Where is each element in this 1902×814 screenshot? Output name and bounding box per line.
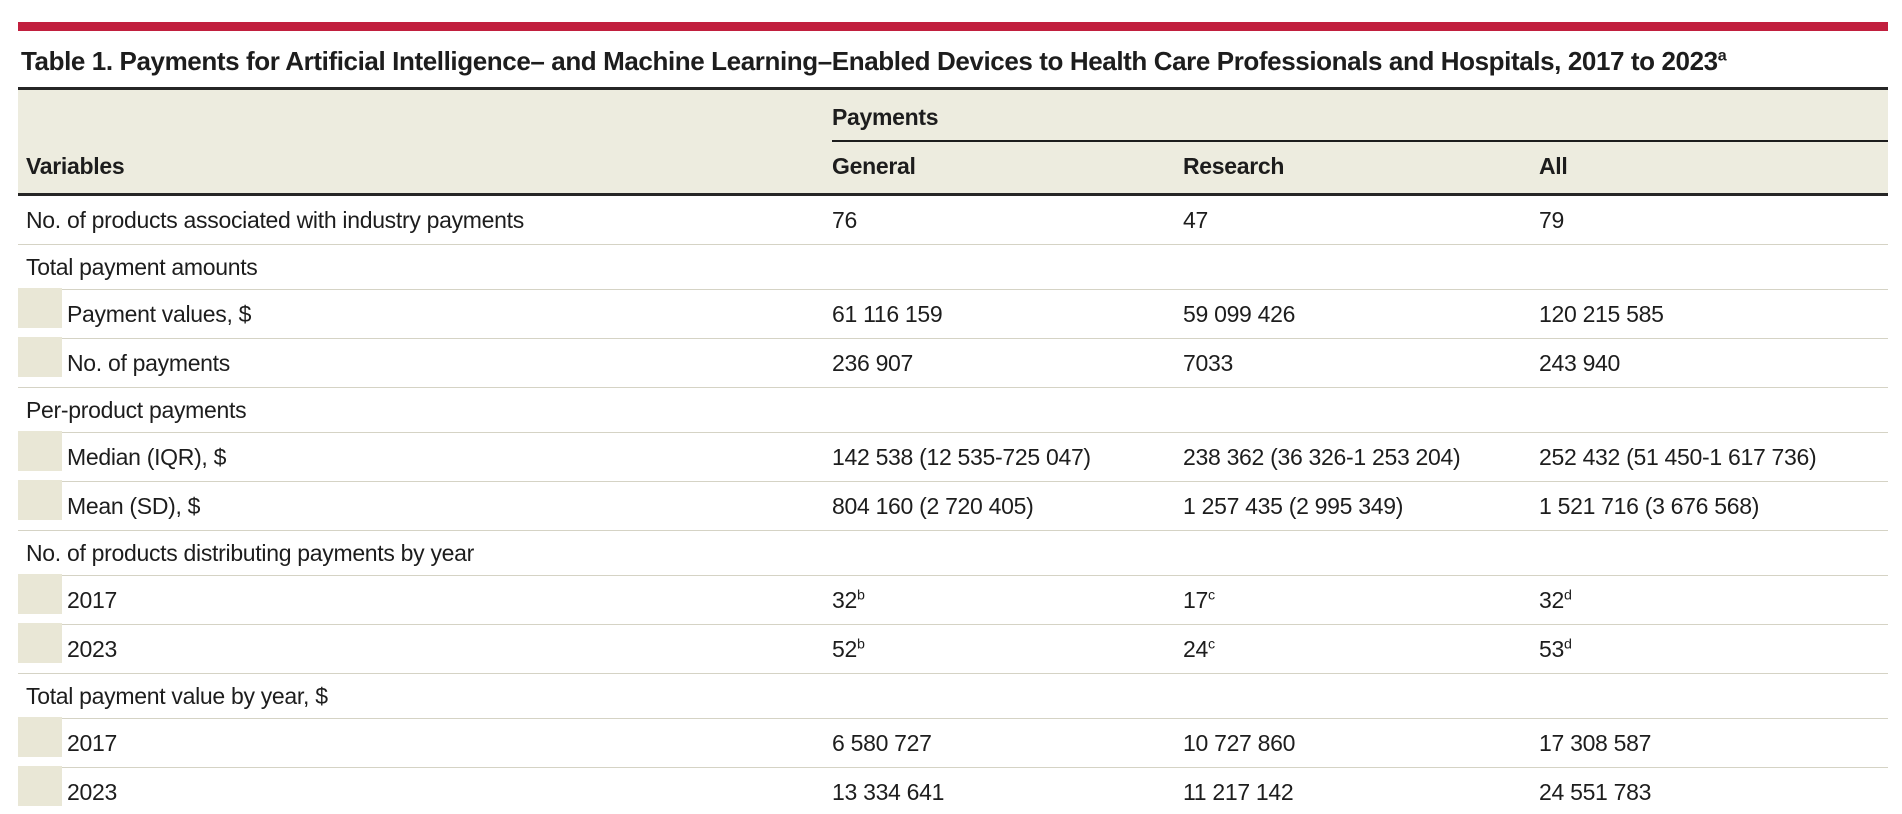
table-row: Mean (SD), $804 160 (2 720 405) 1 257 435… [18, 480, 1889, 531]
value-cell: 804 160 (2 720 405) [832, 482, 1183, 531]
table-container: Table 1. Payments for Artificial Intelli… [18, 22, 1889, 814]
value-cell: 32d [1539, 576, 1889, 625]
value-cell: 236 907 [832, 339, 1183, 388]
section-row: Total payment amounts [18, 245, 1889, 290]
value-cell: 24c [1183, 625, 1539, 674]
footnote-marker: d [1563, 636, 1572, 653]
value-cell: 6 580 727 [832, 719, 1183, 768]
footnote-marker: d [1563, 587, 1572, 604]
column-header-variables: Variables [18, 142, 832, 196]
value-cell: 1 521 716 (3 676 568) [1539, 482, 1889, 531]
value-cell: 61 116 159 [832, 290, 1183, 339]
group-header-row: Payments [18, 90, 1889, 142]
table-row: 2017 6 580 727 10 727 860 17 308 587 [18, 717, 1889, 768]
value-cell: 76 [832, 196, 1183, 245]
section-row-label: Total payment value by year, $ [18, 674, 1889, 719]
value-cell: 1 257 435 (2 995 349) [1183, 482, 1539, 531]
row-label: 2023 [18, 623, 832, 674]
row-label: Median (IQR), $ [18, 431, 832, 482]
value-cell: 10 727 860 [1183, 719, 1539, 768]
column-header-row: Variables General Research All [18, 142, 1889, 196]
table-row: 2023 13 334 641 11 217 142 24 551 783 [18, 766, 1888, 814]
table-row: No. of payments 236 907 7033 243 940 [18, 337, 1889, 388]
footnote-marker: b [856, 587, 865, 604]
table-row: No. of products associated with industry… [18, 196, 1889, 245]
value-cell: 52b [832, 625, 1183, 674]
value-cell: 120 215 585 [1539, 290, 1889, 339]
value-cell: 142 538 (12 535-725 047) [832, 433, 1183, 482]
table-row: Median (IQR), $142 538 (12 535-725 047) 2… [18, 431, 1889, 482]
footnote-marker: c [1207, 587, 1215, 604]
value-cell: 24 551 783 [1539, 768, 1888, 814]
column-header-research: Research [1183, 142, 1539, 196]
value-cell: 13 334 641 [832, 768, 1183, 814]
footnote-marker: c [1207, 636, 1215, 653]
row-label: 2017 [18, 717, 832, 768]
footnote-marker: b [856, 636, 865, 653]
value-cell: 17c [1183, 576, 1539, 625]
value-cell: 17 308 587 [1539, 719, 1889, 768]
table-header: Payments Variables General Research All [18, 90, 1889, 196]
row-label: Mean (SD), $ [18, 480, 832, 531]
section-row: Total payment value by year, $ [18, 674, 1889, 719]
table-top-accent-bar [18, 22, 1888, 31]
payments-table: Payments Variables General Research All … [18, 90, 1889, 814]
section-row-label: No. of products distributing payments by… [18, 531, 1889, 576]
table-title: Table 1. Payments for Artificial Intelli… [18, 38, 1888, 90]
value-cell: 252 432 (51 450-1 617 736) [1539, 433, 1889, 482]
table-title-text: Table 1. Payments for Artificial Intelli… [21, 46, 1718, 76]
column-header-all: All [1539, 142, 1889, 196]
value-cell: 238 362 (36 326-1 253 204) [1183, 433, 1539, 482]
value-cell: 59 099 426 [1183, 290, 1539, 339]
column-header-general: General [832, 142, 1183, 196]
table-row: Payment values, $61 116 159 59 099 426 120… [18, 288, 1889, 339]
value-cell: 79 [1539, 196, 1889, 245]
value-cell: 243 940 [1539, 339, 1889, 388]
row-label: 2017 [18, 574, 832, 625]
table-row: 2023 52b 24c 53d [18, 623, 1889, 674]
value-cell: 47 [1183, 196, 1539, 245]
row-label: No. of payments [18, 337, 832, 388]
section-row-label: Total payment amounts [18, 245, 1889, 290]
section-row-label: Per-product payments [18, 388, 1889, 433]
value-cell: 32b [832, 576, 1183, 625]
row-label: No. of products associated with industry… [18, 196, 832, 245]
value-cell: 11 217 142 [1183, 768, 1539, 814]
row-label: Payment values, $ [18, 288, 832, 339]
header-corner-cell [18, 90, 832, 142]
title-footnote-marker: a [1717, 46, 1727, 65]
section-row: Per-product payments [18, 388, 1889, 433]
section-row: No. of products distributing payments by… [18, 531, 1889, 576]
table-body: No. of products associated with industry… [18, 196, 1889, 814]
value-cell: 53d [1539, 625, 1889, 674]
table-row: 2017 32b 17c 32d [18, 574, 1889, 625]
value-cell: 7033 [1183, 339, 1539, 388]
row-label: 2023 [18, 766, 832, 814]
payments-group-header: Payments [832, 90, 1889, 142]
